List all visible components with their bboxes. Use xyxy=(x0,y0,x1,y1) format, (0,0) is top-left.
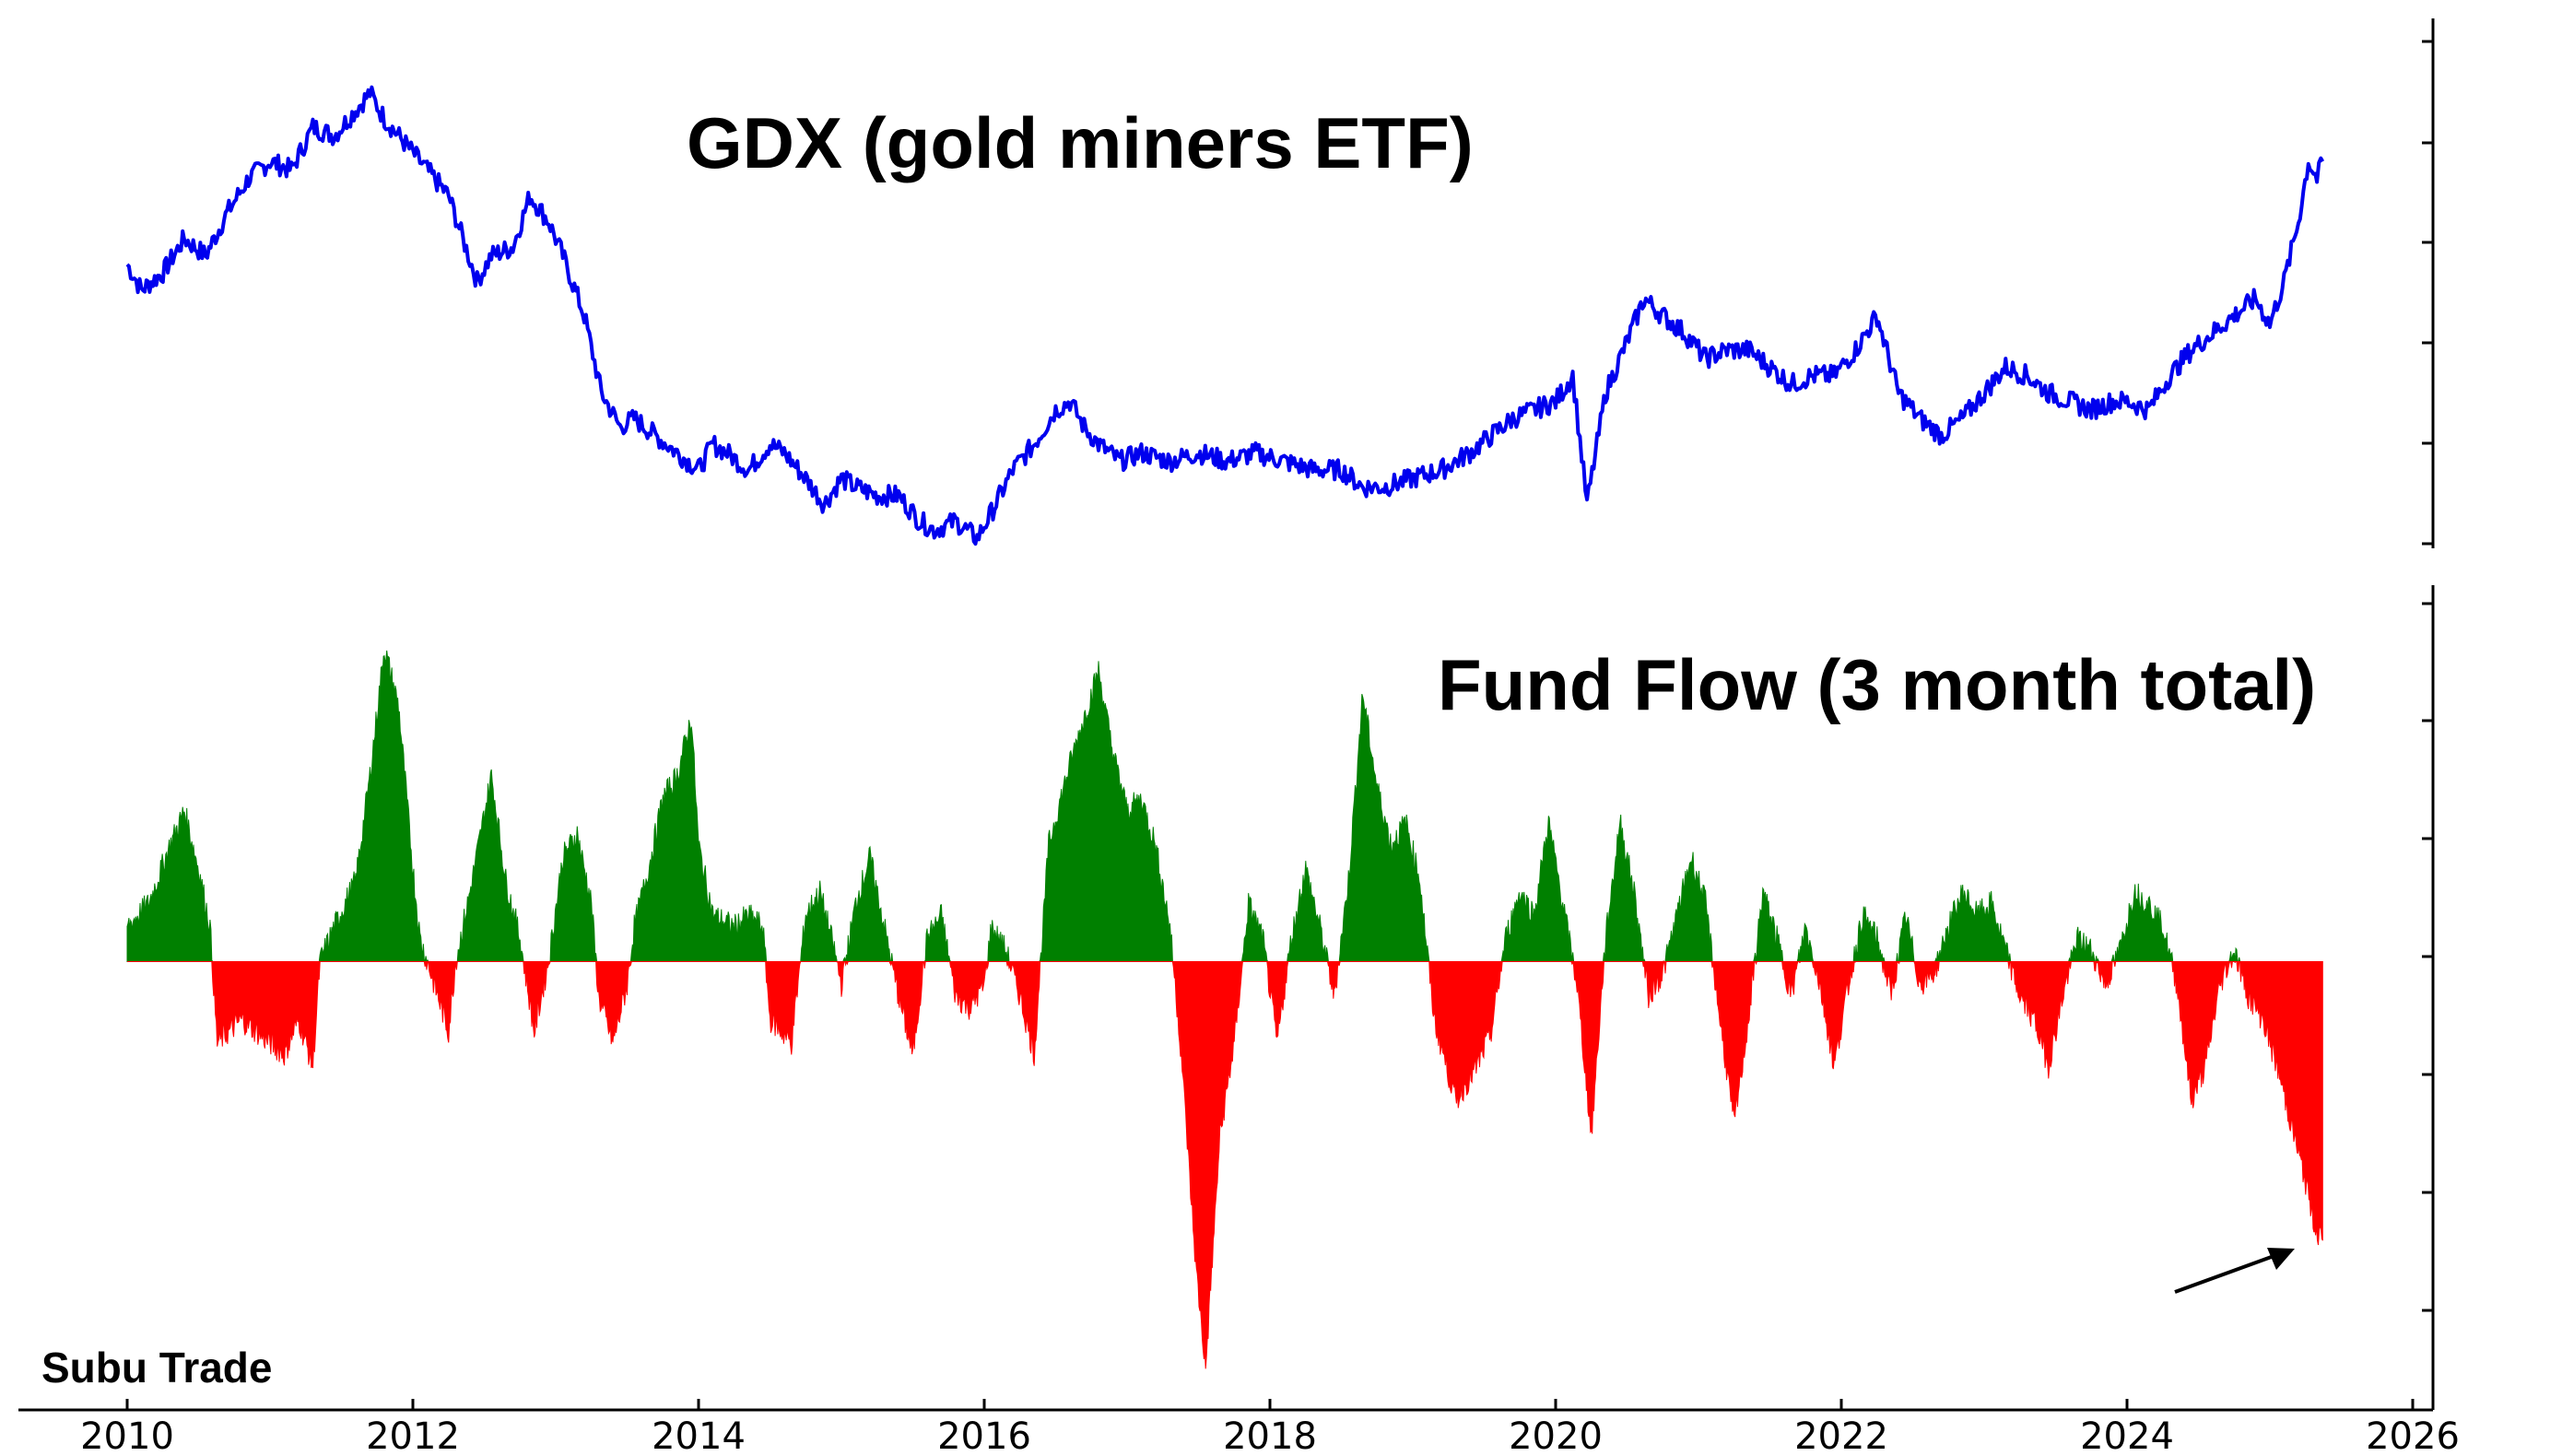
gdx-price-line xyxy=(125,85,2325,546)
flow-panel xyxy=(126,650,2323,1369)
axes: 2010 2012 2014 2016 2018 2020 2022 2024 2026 xyxy=(18,18,2460,1456)
watermark-text: Subu Trade xyxy=(41,1344,272,1391)
price-panel xyxy=(125,85,2325,546)
fund-flow-outflow-area xyxy=(127,959,2323,1369)
flow-chart-title: Fund Flow (3 month total) xyxy=(1438,644,2316,725)
x-tick-label-2016: 2016 xyxy=(937,1415,1031,1456)
x-tick-label-2014: 2014 xyxy=(652,1415,746,1456)
x-tick-label-2024: 2024 xyxy=(2080,1415,2174,1456)
price-chart-title: GDX (gold miners ETF) xyxy=(687,102,1474,183)
x-tick-label-2020: 2020 xyxy=(1509,1415,1603,1456)
x-tick-label-2022: 2022 xyxy=(1794,1415,1888,1456)
x-tick-label-2012: 2012 xyxy=(366,1415,460,1456)
x-tick-label-2018: 2018 xyxy=(1223,1415,1317,1456)
annotation-arrow xyxy=(2174,1248,2295,1294)
x-tick-label-2026: 2026 xyxy=(2366,1415,2460,1456)
x-tick-label-2010: 2010 xyxy=(80,1415,174,1456)
